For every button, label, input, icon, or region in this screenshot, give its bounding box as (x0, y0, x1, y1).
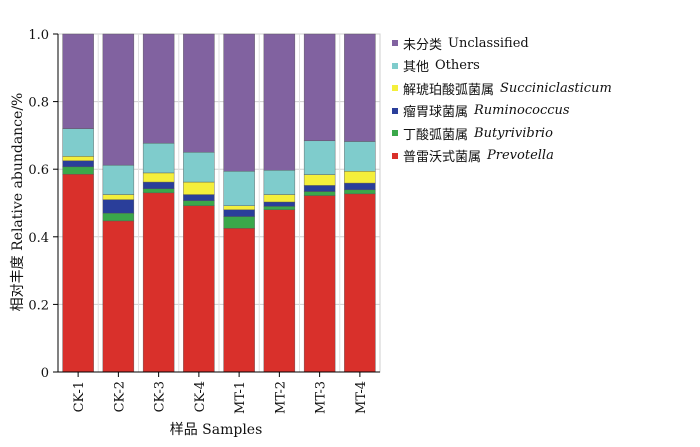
y-tick-label: 0 (41, 366, 49, 381)
bar-segment-CK-2-Unclassified (102, 33, 135, 166)
bar-segment-CK-3-Ruminococcus (142, 181, 175, 190)
bar-segment-CK-3-Others (142, 142, 175, 174)
bar-segment-CK-2-Butyrivibrio (102, 212, 135, 222)
x-tick-label: MT-2 (273, 381, 288, 414)
bar-segment-CK-2-Prevotella (102, 220, 135, 373)
x-tick-label: MT-3 (314, 381, 329, 414)
legend-item: 其他 Others (392, 55, 612, 78)
bars (62, 33, 376, 373)
bar-segment-MT-3-Succiniclasticum (303, 174, 336, 186)
legend-label-cn: 未分类 (403, 37, 443, 53)
axes: 0 0.2 0.4 0.6 0.8 1.0 CK-1 CK-2 CK-3 CK-4 MT-1 MT-2… (28, 28, 380, 414)
legend-swatch (392, 152, 398, 159)
bar-segment-MT-4-Succiniclasticum (344, 171, 376, 184)
bar-segment-CK-2-Ruminococcus (102, 199, 135, 214)
bar-segment-CK-4-Butyrivibrio (183, 200, 215, 206)
bar-segment-MT-2-Prevotella (263, 209, 296, 373)
bar-segment-MT-2-Unclassified (263, 33, 296, 171)
legend-label-latin: Ruminococcus (474, 103, 570, 119)
y-tick-label: 1.0 (28, 28, 49, 43)
legend-item: 普雷沃式菌属 Prevotella (392, 145, 612, 168)
legend-item: 瘤胃球菌属 Ruminococcus (392, 100, 612, 123)
x-tick-label: CK-4 (193, 381, 208, 412)
x-axis-label: 样品 Samples (170, 422, 263, 438)
bar-segment-MT-1-Succiniclasticum (223, 205, 255, 210)
bar-segment-MT-3-Prevotella (303, 195, 336, 373)
legend-label-latin: Butyrivibrio (474, 125, 553, 141)
legend-item: 丁酸弧菌属 Butyrivibrio (392, 122, 612, 145)
bar-segment-CK-2-Others (102, 164, 135, 195)
legend: 未分类 Unclassified 其他 Others 解琥珀酸弧菌属 Succinicla… (392, 32, 612, 167)
bar-segment-CK-3-Prevotella (142, 192, 175, 373)
bar-segment-MT-3-Ruminococcus (303, 185, 336, 192)
legend-swatch (392, 107, 398, 114)
bar-segment-MT-1-Ruminococcus (223, 209, 255, 217)
bar-segment-CK-4-Ruminococcus (183, 194, 215, 201)
bar-segment-CK-4-Unclassified (183, 33, 215, 153)
x-tick-label: CK-1 (72, 381, 87, 412)
bar-segment-MT-4-Others (344, 141, 376, 172)
bar-segment-MT-3-Butyrivibrio (303, 191, 336, 196)
bar-segment-CK-1-Butyrivibrio (62, 166, 94, 175)
bar-segment-CK-3-Unclassified (142, 33, 175, 144)
bar-segment-MT-1-Unclassified (223, 33, 255, 172)
bar-segment-MT-3-Others (303, 140, 336, 175)
legend-label-latin: Unclassified (448, 35, 529, 51)
bar-segment-CK-4-Succiniclasticum (183, 181, 215, 195)
bar-segment-MT-4-Butyrivibrio (344, 189, 376, 195)
bar-segment-CK-2-Succiniclasticum (102, 194, 135, 200)
legend-label-latin: Others (435, 58, 480, 74)
bar-segment-MT-2-Others (263, 170, 296, 195)
y-tick-label: 0.8 (28, 96, 49, 111)
y-axis-label: 相对丰度 Relative abundance/% (10, 93, 26, 312)
bar-segment-CK-1-Prevotella (62, 174, 94, 373)
y-tick-label: 0.6 (28, 163, 49, 178)
x-tick-label: MT-1 (233, 381, 248, 414)
legend-label-cn: 普雷沃式菌属 (403, 150, 482, 166)
y-tick-label: 0.4 (28, 231, 49, 246)
legend-label-cn: 解琥珀酸弧菌属 (403, 82, 495, 98)
legend-label-latin: Prevotella (487, 148, 554, 164)
legend-item: 解琥珀酸弧菌属 Succiniclasticum (392, 77, 612, 100)
bar-segment-MT-1-Prevotella (223, 228, 255, 373)
bar-segment-MT-1-Others (223, 171, 255, 206)
bar-segment-CK-1-Succiniclasticum (62, 156, 94, 161)
bar-segment-MT-4-Ruminococcus (344, 182, 376, 191)
bar-segment-CK-1-Others (62, 128, 94, 157)
legend-label-cn: 其他 (403, 60, 430, 76)
bar-segment-MT-2-Butyrivibrio (263, 206, 296, 210)
bar-segment-CK-3-Succiniclasticum (142, 172, 175, 183)
x-tick-label: CK-3 (153, 381, 168, 412)
y-tick-label: 0.2 (28, 298, 49, 313)
x-tick-label: MT-4 (354, 381, 369, 414)
legend-swatch (392, 85, 398, 92)
bar-segment-CK-4-Others (183, 152, 215, 183)
bar-segment-CK-4-Prevotella (183, 205, 215, 373)
bar-segment-CK-3-Butyrivibrio (142, 188, 175, 194)
bar-segment-CK-1-Ruminococcus (62, 160, 94, 168)
bar-segment-MT-2-Succiniclasticum (263, 194, 296, 203)
bar-segment-MT-4-Prevotella (344, 193, 376, 373)
bar-segment-MT-2-Ruminococcus (263, 201, 296, 207)
x-tick-label: CK-2 (112, 381, 127, 412)
bar-segment-MT-1-Butyrivibrio (223, 216, 255, 229)
legend-swatch (392, 130, 398, 137)
bar-segment-MT-3-Unclassified (303, 33, 336, 142)
legend-label-latin: Succiniclasticum (500, 80, 612, 96)
legend-swatch (392, 62, 398, 69)
bar-segment-MT-4-Unclassified (344, 33, 376, 142)
legend-item: 未分类 Unclassified (392, 32, 612, 55)
legend-label-cn: 瘤胃球菌属 (403, 105, 469, 121)
legend-label-cn: 丁酸弧菌属 (403, 127, 469, 143)
legend-swatch (392, 40, 398, 47)
bar-segment-CK-1-Unclassified (62, 33, 94, 129)
